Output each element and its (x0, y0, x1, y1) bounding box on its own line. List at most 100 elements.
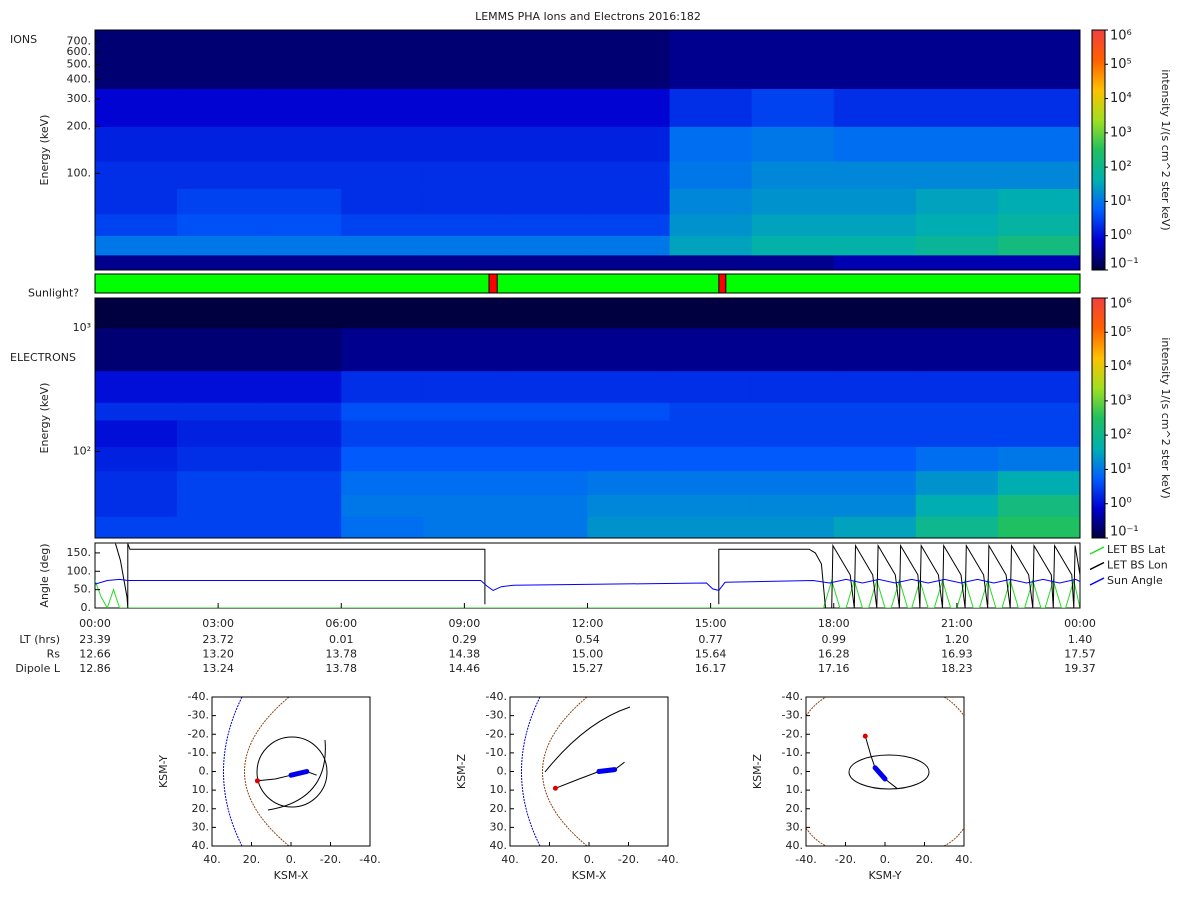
y-tick-label: 700. (67, 35, 92, 48)
spectrogram-cell (505, 402, 588, 421)
spectrogram-cell (587, 470, 671, 495)
spectrogram-cell (259, 126, 342, 162)
y-tick-label: -40. (486, 690, 507, 703)
spectrogram-cell (95, 126, 178, 162)
spectrogram-cell (259, 419, 342, 447)
spectrogram-cell (669, 298, 753, 329)
x-tick-label: -40. (359, 853, 380, 866)
y-tick-label: 30. (786, 820, 804, 833)
ephemeris-value: 17.16 (818, 662, 850, 675)
spectrogram-cell (587, 327, 671, 372)
spectrogram-cell (259, 254, 342, 271)
spectrogram-cell (587, 126, 671, 162)
y-tick-label: -40. (782, 690, 803, 703)
spectrogram-cell (587, 160, 671, 189)
spectrogram-cell (587, 30, 671, 89)
spectrogram-cell (915, 494, 999, 517)
spectrogram-cell (997, 402, 1081, 421)
spectrogram-cell (833, 188, 917, 215)
spectrogram-cell (833, 327, 917, 372)
colorbar-tick-label: 10⁻¹ (1110, 525, 1139, 540)
x-tick-label: 00:00 (1064, 617, 1096, 630)
eclipse-interval (718, 273, 727, 294)
spectrogram-cell (751, 88, 835, 127)
spectrogram-cell (505, 126, 588, 162)
y-tick-label: 100. (67, 564, 92, 577)
spectrogram-cell (997, 88, 1081, 127)
orbit-frame (509, 696, 669, 847)
spectrogram-cell (505, 516, 588, 539)
spectrogram-cell (341, 494, 424, 517)
legend-swatch (1089, 546, 1105, 555)
y-tick-label: -10. (782, 746, 803, 759)
spectrogram-cell (177, 88, 260, 127)
y-axis-label: Energy (keV) (38, 115, 51, 186)
spectrogram-cell (915, 402, 999, 421)
spectrogram-cell (669, 446, 753, 472)
series-line (95, 578, 1080, 608)
spectrogram-cell (997, 516, 1081, 539)
spectrogram-cell (997, 419, 1081, 447)
spectrogram-cell (95, 402, 178, 421)
spectrogram-cell (95, 370, 178, 403)
spectrogram-cell (915, 188, 999, 215)
spectrogram-cell (587, 188, 671, 215)
spectrogram-cell (259, 446, 342, 472)
colorbar-tick-label: 10² (1110, 160, 1132, 175)
panel-label: ELECTRONS (10, 351, 76, 364)
spectrogram-cell (177, 419, 260, 447)
spectrogram-cell (423, 516, 506, 539)
spectrogram-cell (505, 188, 588, 215)
spectrogram-cell (259, 494, 342, 517)
y-tick-label: 400. (67, 72, 92, 85)
spectrogram-cell (833, 298, 917, 329)
colorbar-tick-label: 10¹ (1110, 194, 1132, 209)
y-tick-label: 20. (786, 802, 804, 815)
spectrogram-cell (833, 494, 917, 517)
spectrogram-cell (751, 419, 835, 447)
spectrogram-cell (833, 470, 917, 495)
y-tick-label: -20. (782, 727, 803, 740)
spectrogram-cell (341, 30, 424, 89)
spectrogram-cell (669, 30, 753, 89)
spectrogram-cell (669, 235, 753, 256)
y-tick-label: -30. (486, 709, 507, 722)
spectrogram-cell (95, 419, 178, 447)
spectrogram-cell (833, 446, 917, 472)
spectrogram-cell (259, 470, 342, 495)
ephemeris-label: Rs (47, 648, 61, 661)
spectrogram-cell (833, 126, 917, 162)
ephemeris-value: 16.28 (818, 648, 850, 661)
bow-shock (805, 696, 965, 847)
spectrogram-cell (177, 370, 260, 403)
magnetopause (223, 696, 243, 847)
spectrogram-cell (505, 419, 588, 447)
spectrogram-cell (587, 419, 671, 447)
spectrogram-cell (341, 370, 424, 403)
ephemeris-value: 16.17 (695, 662, 727, 675)
y-tick-label: 0. (199, 765, 210, 778)
spectrogram-cell (997, 327, 1081, 372)
spectrogram-cell (177, 30, 260, 89)
y-tick-label: 300. (67, 92, 92, 105)
sunlight-bar (94, 273, 1081, 294)
ephemeris-value: 14.38 (449, 648, 481, 661)
spectrogram-cell (341, 298, 424, 329)
spectrogram-cell (505, 88, 588, 127)
colorbar-tick-label: 10⁴ (1110, 359, 1132, 374)
trajectory-start (254, 778, 260, 784)
spectrogram-cell (177, 470, 260, 495)
spectrogram-cell (915, 470, 999, 495)
spectrogram-cell (997, 213, 1081, 236)
spectrogram-cell (997, 470, 1081, 495)
spectrogram-cell (915, 254, 999, 271)
colorbar-label: intensity 1/(s cm^2 ster keV) (1159, 69, 1172, 230)
x-tick-label: 18:00 (818, 617, 850, 630)
orbit-frame (805, 696, 965, 847)
ephemeris-value: 15.27 (572, 662, 604, 675)
trajectory-current (872, 765, 888, 782)
ephemeris-value: 0.99 (822, 633, 847, 646)
spectrogram-cell (669, 494, 753, 517)
spectrogram-cell (997, 446, 1081, 472)
reference-circle (256, 736, 328, 808)
